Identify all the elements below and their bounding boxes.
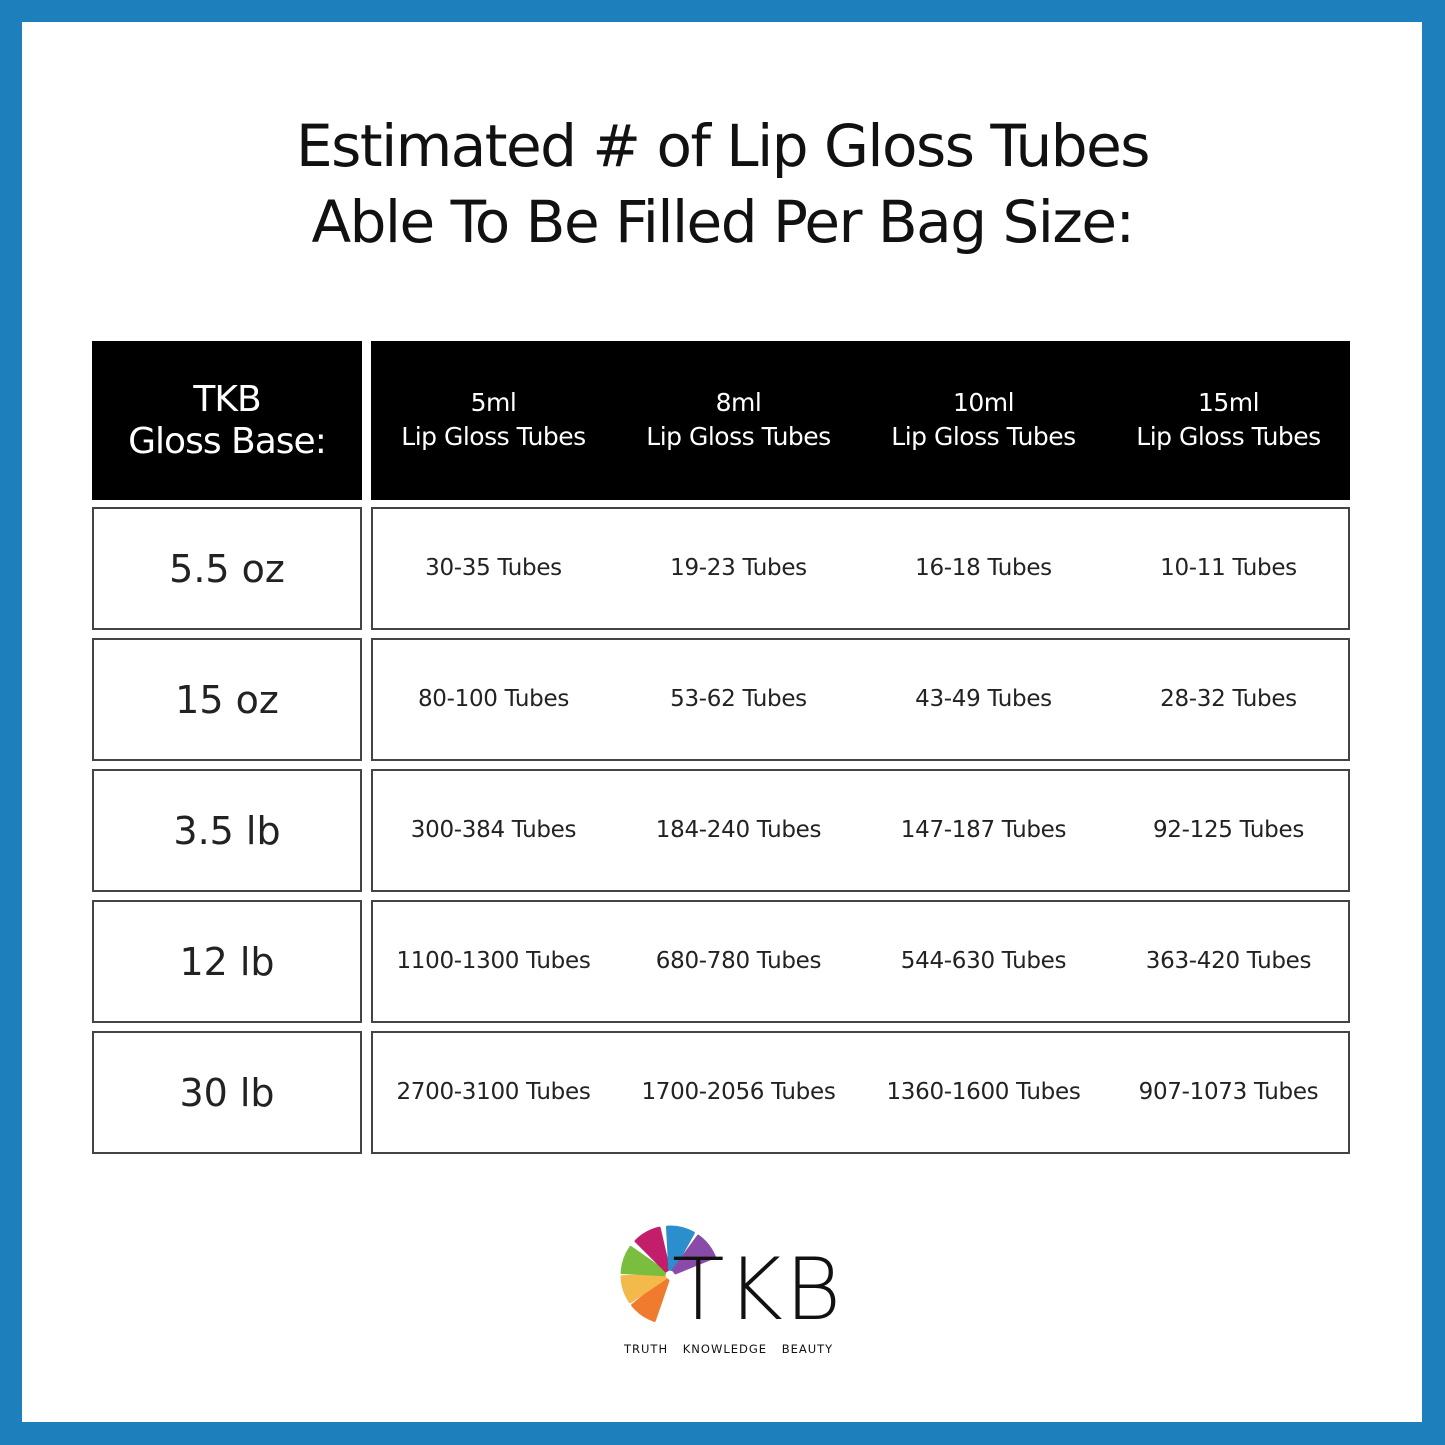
bag-size-cell: 12 lb	[92, 900, 362, 1023]
title-line-1: Estimated # of Lip Gloss Tubes	[295, 112, 1151, 180]
table-row	[371, 1031, 1350, 1154]
table-row	[371, 638, 1350, 761]
column-header: 15ml Lip Gloss Tubes	[1106, 386, 1351, 454]
tube-count-cell: 680-780 Tubes	[655, 948, 822, 974]
tube-count-cell: 92-125 Tubes	[1152, 817, 1305, 843]
tkb-logo: TKB TRUTH KNOWLEDGE BEAUTY	[612, 1215, 841, 1365]
bag-size-cell: 15 oz	[92, 638, 362, 761]
row-header-line-2: Gloss Base:	[128, 420, 327, 462]
wheel-segment	[672, 1234, 716, 1275]
tube-count-cell: 16-18 Tubes	[915, 555, 1052, 581]
bag-size-cell: 5.5 oz	[92, 507, 362, 630]
tube-count-cell: 1700-2056 Tubes	[641, 1079, 836, 1105]
column-header: 5ml Lip Gloss Tubes	[371, 386, 616, 454]
column-label: Lip Gloss Tubes	[891, 422, 1076, 451]
bag-size-cell: 30 lb	[92, 1031, 362, 1154]
tube-count-cell: 544-630 Tubes	[900, 948, 1067, 974]
row-header-line-1: TKB	[193, 378, 261, 420]
table-row	[371, 769, 1350, 892]
column-header-row	[371, 341, 1350, 500]
column-size: 5ml	[470, 388, 517, 417]
tube-count-cell: 28-32 Tubes	[1160, 686, 1297, 712]
tube-count-cell: 907-1073 Tubes	[1138, 1079, 1319, 1105]
title-line-2: Able To Be Filled Per Bag Size:	[311, 188, 1135, 256]
tube-count-cell: 19-23 Tubes	[670, 555, 807, 581]
tube-count-cell: 43-49 Tubes	[915, 686, 1052, 712]
tube-count-cell: 300-384 Tubes	[410, 817, 577, 843]
wheel-segment	[666, 1225, 695, 1272]
tube-count-cell: 147-187 Tubes	[900, 817, 1067, 843]
tube-count-cell: 10-11 Tubes	[1160, 555, 1297, 581]
tube-count-cell: 184-240 Tubes	[655, 817, 822, 843]
page-title: Estimated # of Lip Gloss Tubes Able To B…	[0, 108, 1445, 260]
column-size: 10ml	[952, 388, 1015, 417]
table-row	[371, 900, 1350, 1023]
column-label: Lip Gloss Tubes	[401, 422, 586, 451]
column-label: Lip Gloss Tubes	[646, 422, 831, 451]
wheel-segment	[631, 1277, 670, 1322]
column-header: 8ml Lip Gloss Tubes	[616, 386, 861, 454]
column-size: 15ml	[1197, 388, 1260, 417]
tube-count-cell: 30-35 Tubes	[425, 555, 562, 581]
column-size: 8ml	[715, 388, 762, 417]
tube-count-cell: 363-420 Tubes	[1145, 948, 1312, 974]
tube-count-cell: 53-62 Tubes	[670, 686, 807, 712]
tube-count-cell: 80-100 Tubes	[417, 686, 570, 712]
wheel-segment	[634, 1226, 671, 1273]
tube-count-cell: 1100-1300 Tubes	[396, 948, 591, 974]
wheel-segment	[620, 1273, 667, 1304]
column-label: Lip Gloss Tubes	[1136, 422, 1321, 451]
row-header-cell: TKB Gloss Base:	[92, 341, 362, 500]
bag-size-cell: 3.5 lb	[92, 769, 362, 892]
logo-tagline: TRUTH KNOWLEDGE BEAUTY	[624, 1342, 834, 1356]
wheel-segment	[620, 1246, 667, 1277]
tube-count-cell: 2700-3100 Tubes	[396, 1079, 591, 1105]
column-header: 10ml Lip Gloss Tubes	[861, 386, 1106, 454]
color-wheel-icon	[620, 1225, 716, 1322]
table-row	[371, 507, 1350, 630]
logo-wordmark: TKB	[672, 1240, 844, 1340]
tube-count-cell: 1360-1600 Tubes	[886, 1079, 1081, 1105]
